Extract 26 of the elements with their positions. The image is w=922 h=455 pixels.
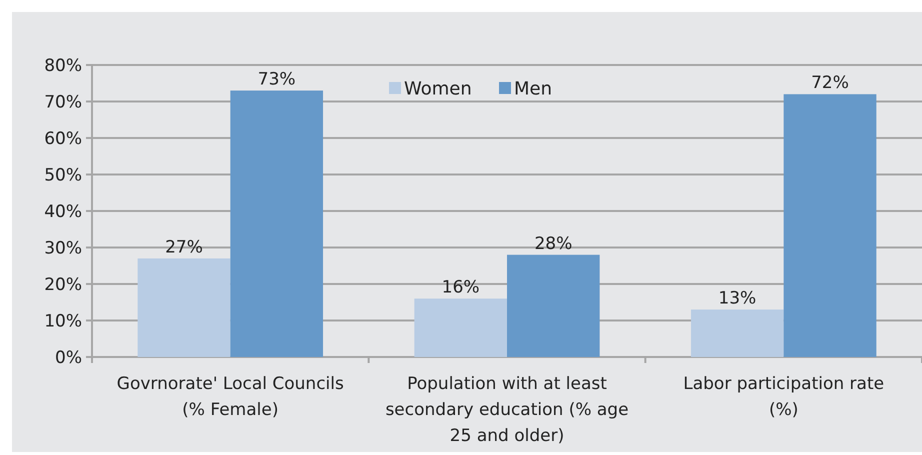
y-tick-label: 50% bbox=[44, 165, 82, 186]
y-tick-label: 80% bbox=[44, 56, 82, 76]
y-tick-label: 0% bbox=[55, 348, 82, 368]
x-tick-label: Govrnorate' Local Councils (% Female) bbox=[116, 374, 344, 420]
y-tick-label: 20% bbox=[44, 274, 82, 295]
data-label: 28% bbox=[534, 234, 572, 254]
legend-label: Women bbox=[404, 78, 472, 100]
y-tick-label: 10% bbox=[44, 311, 82, 332]
data-label: 27% bbox=[165, 237, 203, 258]
y-tick-label: 30% bbox=[44, 238, 82, 258]
data-label: 13% bbox=[718, 288, 756, 309]
y-tick-label: 70% bbox=[44, 92, 82, 112]
x-tick-label: Population with at least secondary education (% age 25 and older) bbox=[385, 374, 629, 446]
y-tick-label: 60% bbox=[44, 128, 82, 149]
bar bbox=[414, 298, 507, 357]
bar bbox=[690, 310, 784, 357]
legend-label: Men bbox=[514, 78, 552, 100]
bar bbox=[230, 90, 324, 357]
y-tick-label: 40% bbox=[44, 202, 82, 222]
data-label: 72% bbox=[811, 73, 849, 94]
x-tick-label: Labor participation rate (%) bbox=[683, 374, 884, 420]
data-label: 16% bbox=[442, 278, 480, 298]
bar bbox=[507, 254, 600, 357]
bar bbox=[138, 258, 230, 357]
bar bbox=[784, 94, 876, 357]
data-label: 73% bbox=[258, 70, 296, 90]
